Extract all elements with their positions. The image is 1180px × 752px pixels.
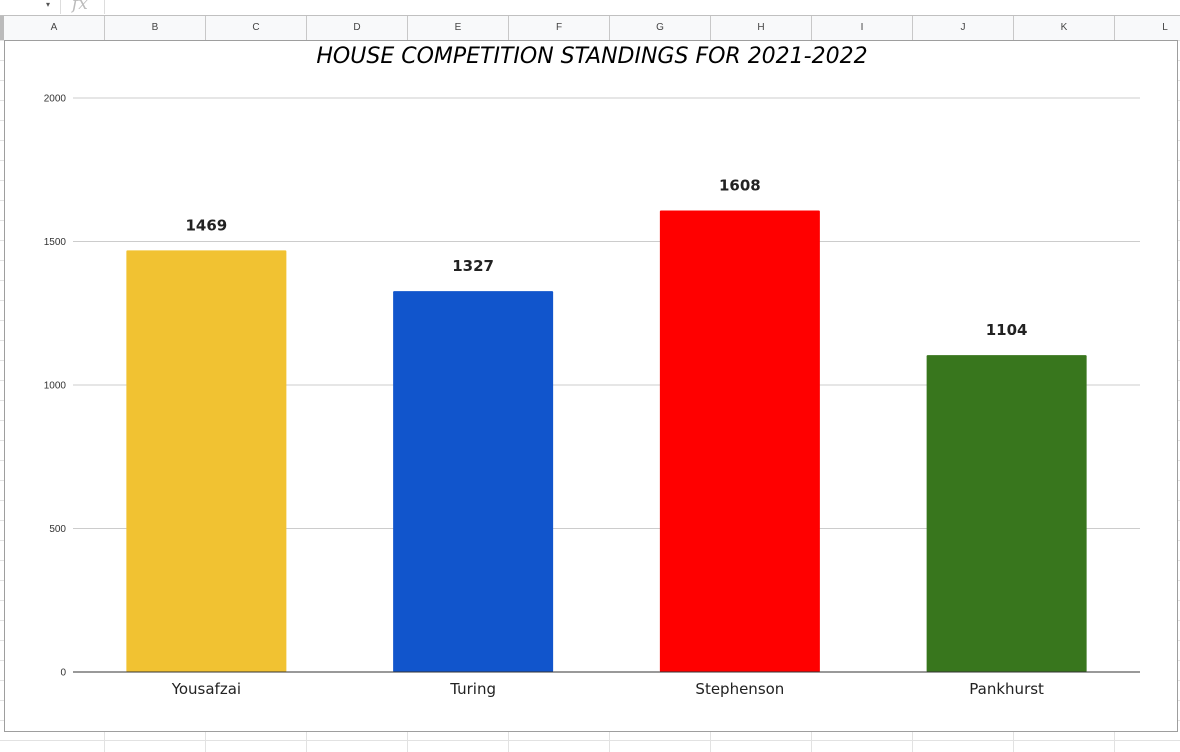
y-tick-label: 500 bbox=[49, 524, 66, 535]
column-header-L[interactable]: L bbox=[1115, 16, 1180, 40]
column-gridline bbox=[1013, 732, 1014, 752]
data-label: 1608 bbox=[719, 177, 761, 195]
chart-title: HOUSE COMPETITION STANDINGS FOR 2021-202… bbox=[316, 44, 867, 69]
formula-bar: ▾ fx bbox=[0, 0, 1180, 16]
y-tick-label: 1000 bbox=[44, 381, 67, 392]
column-gridline bbox=[912, 732, 913, 752]
row-gridline bbox=[0, 740, 1180, 741]
column-gridline bbox=[710, 732, 711, 752]
chart[interactable]: HOUSE COMPETITION STANDINGS FOR 2021-202… bbox=[4, 40, 1178, 732]
divider bbox=[60, 0, 61, 14]
column-header-F[interactable]: F bbox=[509, 16, 610, 40]
divider bbox=[104, 0, 105, 14]
bar-pankhurst bbox=[926, 355, 1087, 672]
column-header-I[interactable]: I bbox=[812, 16, 913, 40]
y-tick-label: 0 bbox=[60, 668, 66, 679]
column-header-A[interactable]: A bbox=[4, 16, 105, 40]
column-gridline bbox=[306, 732, 307, 752]
x-tick-label: Yousafzai bbox=[171, 680, 241, 698]
data-label: 1104 bbox=[986, 321, 1028, 339]
bar-chart-svg: HOUSE COMPETITION STANDINGS FOR 2021-202… bbox=[44, 44, 1140, 698]
name-box-dropdown-icon[interactable]: ▾ bbox=[46, 0, 51, 9]
column-header-D[interactable]: D bbox=[307, 16, 408, 40]
column-gridline bbox=[205, 732, 206, 752]
column-header-B[interactable]: B bbox=[105, 16, 206, 40]
column-header-J[interactable]: J bbox=[913, 16, 1014, 40]
column-header-C[interactable]: C bbox=[206, 16, 307, 40]
y-tick-label: 1500 bbox=[44, 237, 67, 248]
select-all-corner[interactable] bbox=[0, 16, 4, 40]
x-tick-label: Turing bbox=[449, 680, 496, 698]
column-gridline bbox=[1114, 732, 1115, 752]
bar-turing bbox=[393, 291, 554, 672]
bar-yousafzai bbox=[126, 250, 287, 672]
x-tick-label: Stephenson bbox=[695, 680, 784, 698]
column-gridline bbox=[609, 732, 610, 752]
column-gridline bbox=[407, 732, 408, 752]
column-header-H[interactable]: H bbox=[711, 16, 812, 40]
fx-icon: fx bbox=[72, 0, 88, 14]
x-tick-label: Pankhurst bbox=[969, 680, 1044, 698]
column-gridline bbox=[104, 732, 105, 752]
data-label: 1469 bbox=[186, 216, 228, 234]
column-header-E[interactable]: E bbox=[408, 16, 509, 40]
data-label: 1327 bbox=[452, 257, 494, 275]
y-tick-label: 2000 bbox=[44, 94, 67, 105]
column-header-G[interactable]: G bbox=[610, 16, 711, 40]
column-header-K[interactable]: K bbox=[1014, 16, 1115, 40]
column-gridline bbox=[811, 732, 812, 752]
column-gridline bbox=[508, 732, 509, 752]
bar-stephenson bbox=[659, 210, 820, 672]
